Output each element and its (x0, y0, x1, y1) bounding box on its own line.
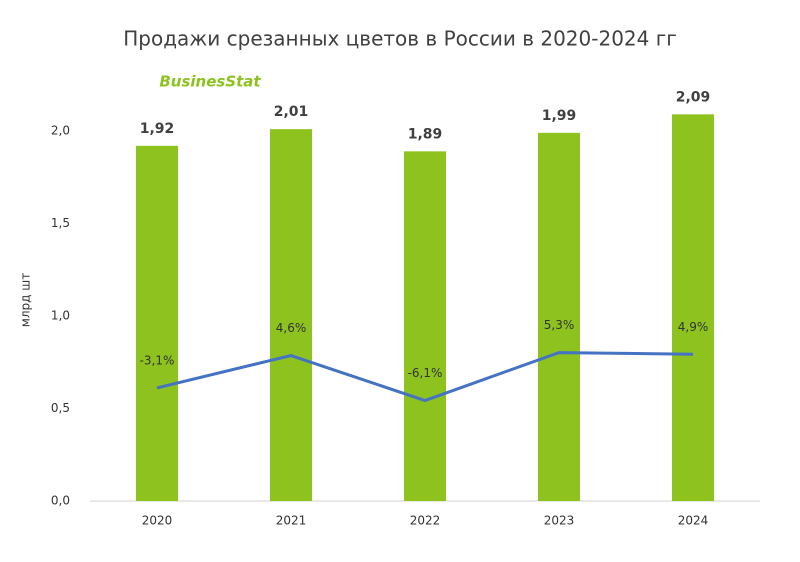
x-tick-label: 2021 (276, 514, 307, 528)
line (156, 351, 694, 403)
line-value-label: -3,1% (140, 353, 175, 367)
bar (270, 129, 312, 501)
bar-value-label: 1,92 (140, 121, 175, 137)
y-axis-label: млрд шт (19, 273, 33, 327)
x-tick-label: 2020 (142, 514, 173, 528)
y-tick-label: 2,0 (51, 124, 70, 138)
x-tick-label: 2022 (410, 514, 441, 528)
bar-value-label: 1,89 (408, 126, 443, 142)
line-value-label: 4,9% (678, 320, 709, 334)
y-tick-label: 0,5 (51, 401, 70, 415)
bar (404, 151, 446, 501)
y-tick-label: 1,5 (51, 216, 70, 230)
line-value-label: 4,6% (276, 321, 307, 335)
y-tick-label: 1,0 (51, 309, 70, 323)
bar (672, 114, 714, 501)
bar (136, 145, 178, 502)
x-tick-label: 2024 (678, 514, 709, 528)
chart-title: Продажи срезанных цветов в России в 2020… (123, 27, 677, 51)
y-tick-label: 0,0 (51, 494, 70, 508)
line-value-label: 5,3% (544, 318, 575, 332)
logo: BusinesStat (159, 73, 261, 91)
bar-value-label: 2,01 (274, 104, 309, 120)
bar-value-label: 2,09 (676, 89, 711, 105)
x-tick-label: 2023 (544, 514, 575, 528)
bar-value-label: 1,99 (542, 108, 577, 124)
bar (538, 132, 580, 501)
line-value-label: -6,1% (408, 366, 443, 380)
